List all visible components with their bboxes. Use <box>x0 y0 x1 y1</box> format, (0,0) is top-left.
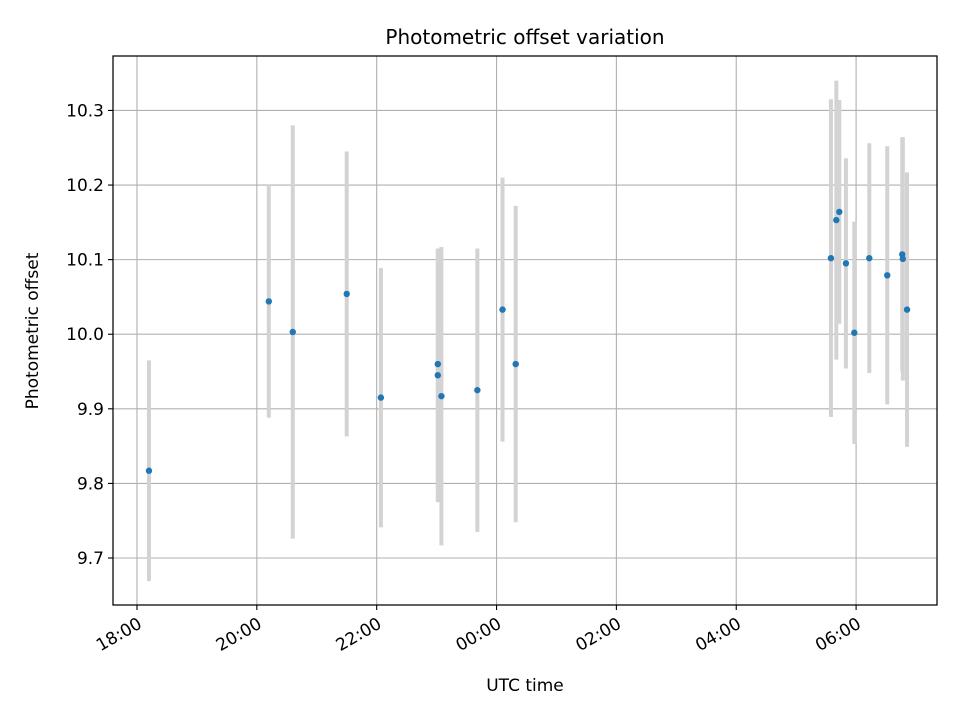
data-point <box>434 360 442 368</box>
data-point <box>866 254 873 262</box>
data-point <box>833 216 840 224</box>
chart-title: Photometric offset variation <box>385 25 664 49</box>
y-tick-label: 10.1 <box>66 251 104 271</box>
y-tick-label: 9.7 <box>77 549 104 569</box>
data-point <box>884 272 891 279</box>
data-point <box>145 467 153 474</box>
data-point <box>265 298 273 305</box>
y-tick-label: 10.3 <box>66 101 104 121</box>
y-tick-label: 9.8 <box>77 474 104 494</box>
data-point <box>434 372 442 379</box>
x-axis-label: UTC time <box>486 676 564 696</box>
data-point <box>474 386 481 394</box>
data-point <box>851 329 858 336</box>
data-point <box>377 394 385 401</box>
data-point <box>499 306 506 313</box>
y-tick-label: 10.2 <box>66 176 104 196</box>
grid <box>113 56 937 605</box>
y-tick-label: 9.9 <box>77 400 104 420</box>
data-point <box>827 254 835 262</box>
data-point <box>512 360 519 368</box>
data-point <box>438 392 445 400</box>
data-point <box>289 328 296 336</box>
data-point <box>903 306 911 313</box>
y-axis-label: Photometric offset <box>23 252 43 409</box>
plot-frame <box>112 55 938 606</box>
data-point <box>899 255 907 263</box>
data-point <box>836 208 843 216</box>
y-tick-label: 10.0 <box>66 325 104 345</box>
data-point <box>343 290 350 298</box>
data-point <box>842 260 850 267</box>
y-axis-ticks: 9.7 9.8 9.9 10.0 10.1 10.2 10.3 <box>66 101 113 569</box>
data-points <box>145 208 911 474</box>
